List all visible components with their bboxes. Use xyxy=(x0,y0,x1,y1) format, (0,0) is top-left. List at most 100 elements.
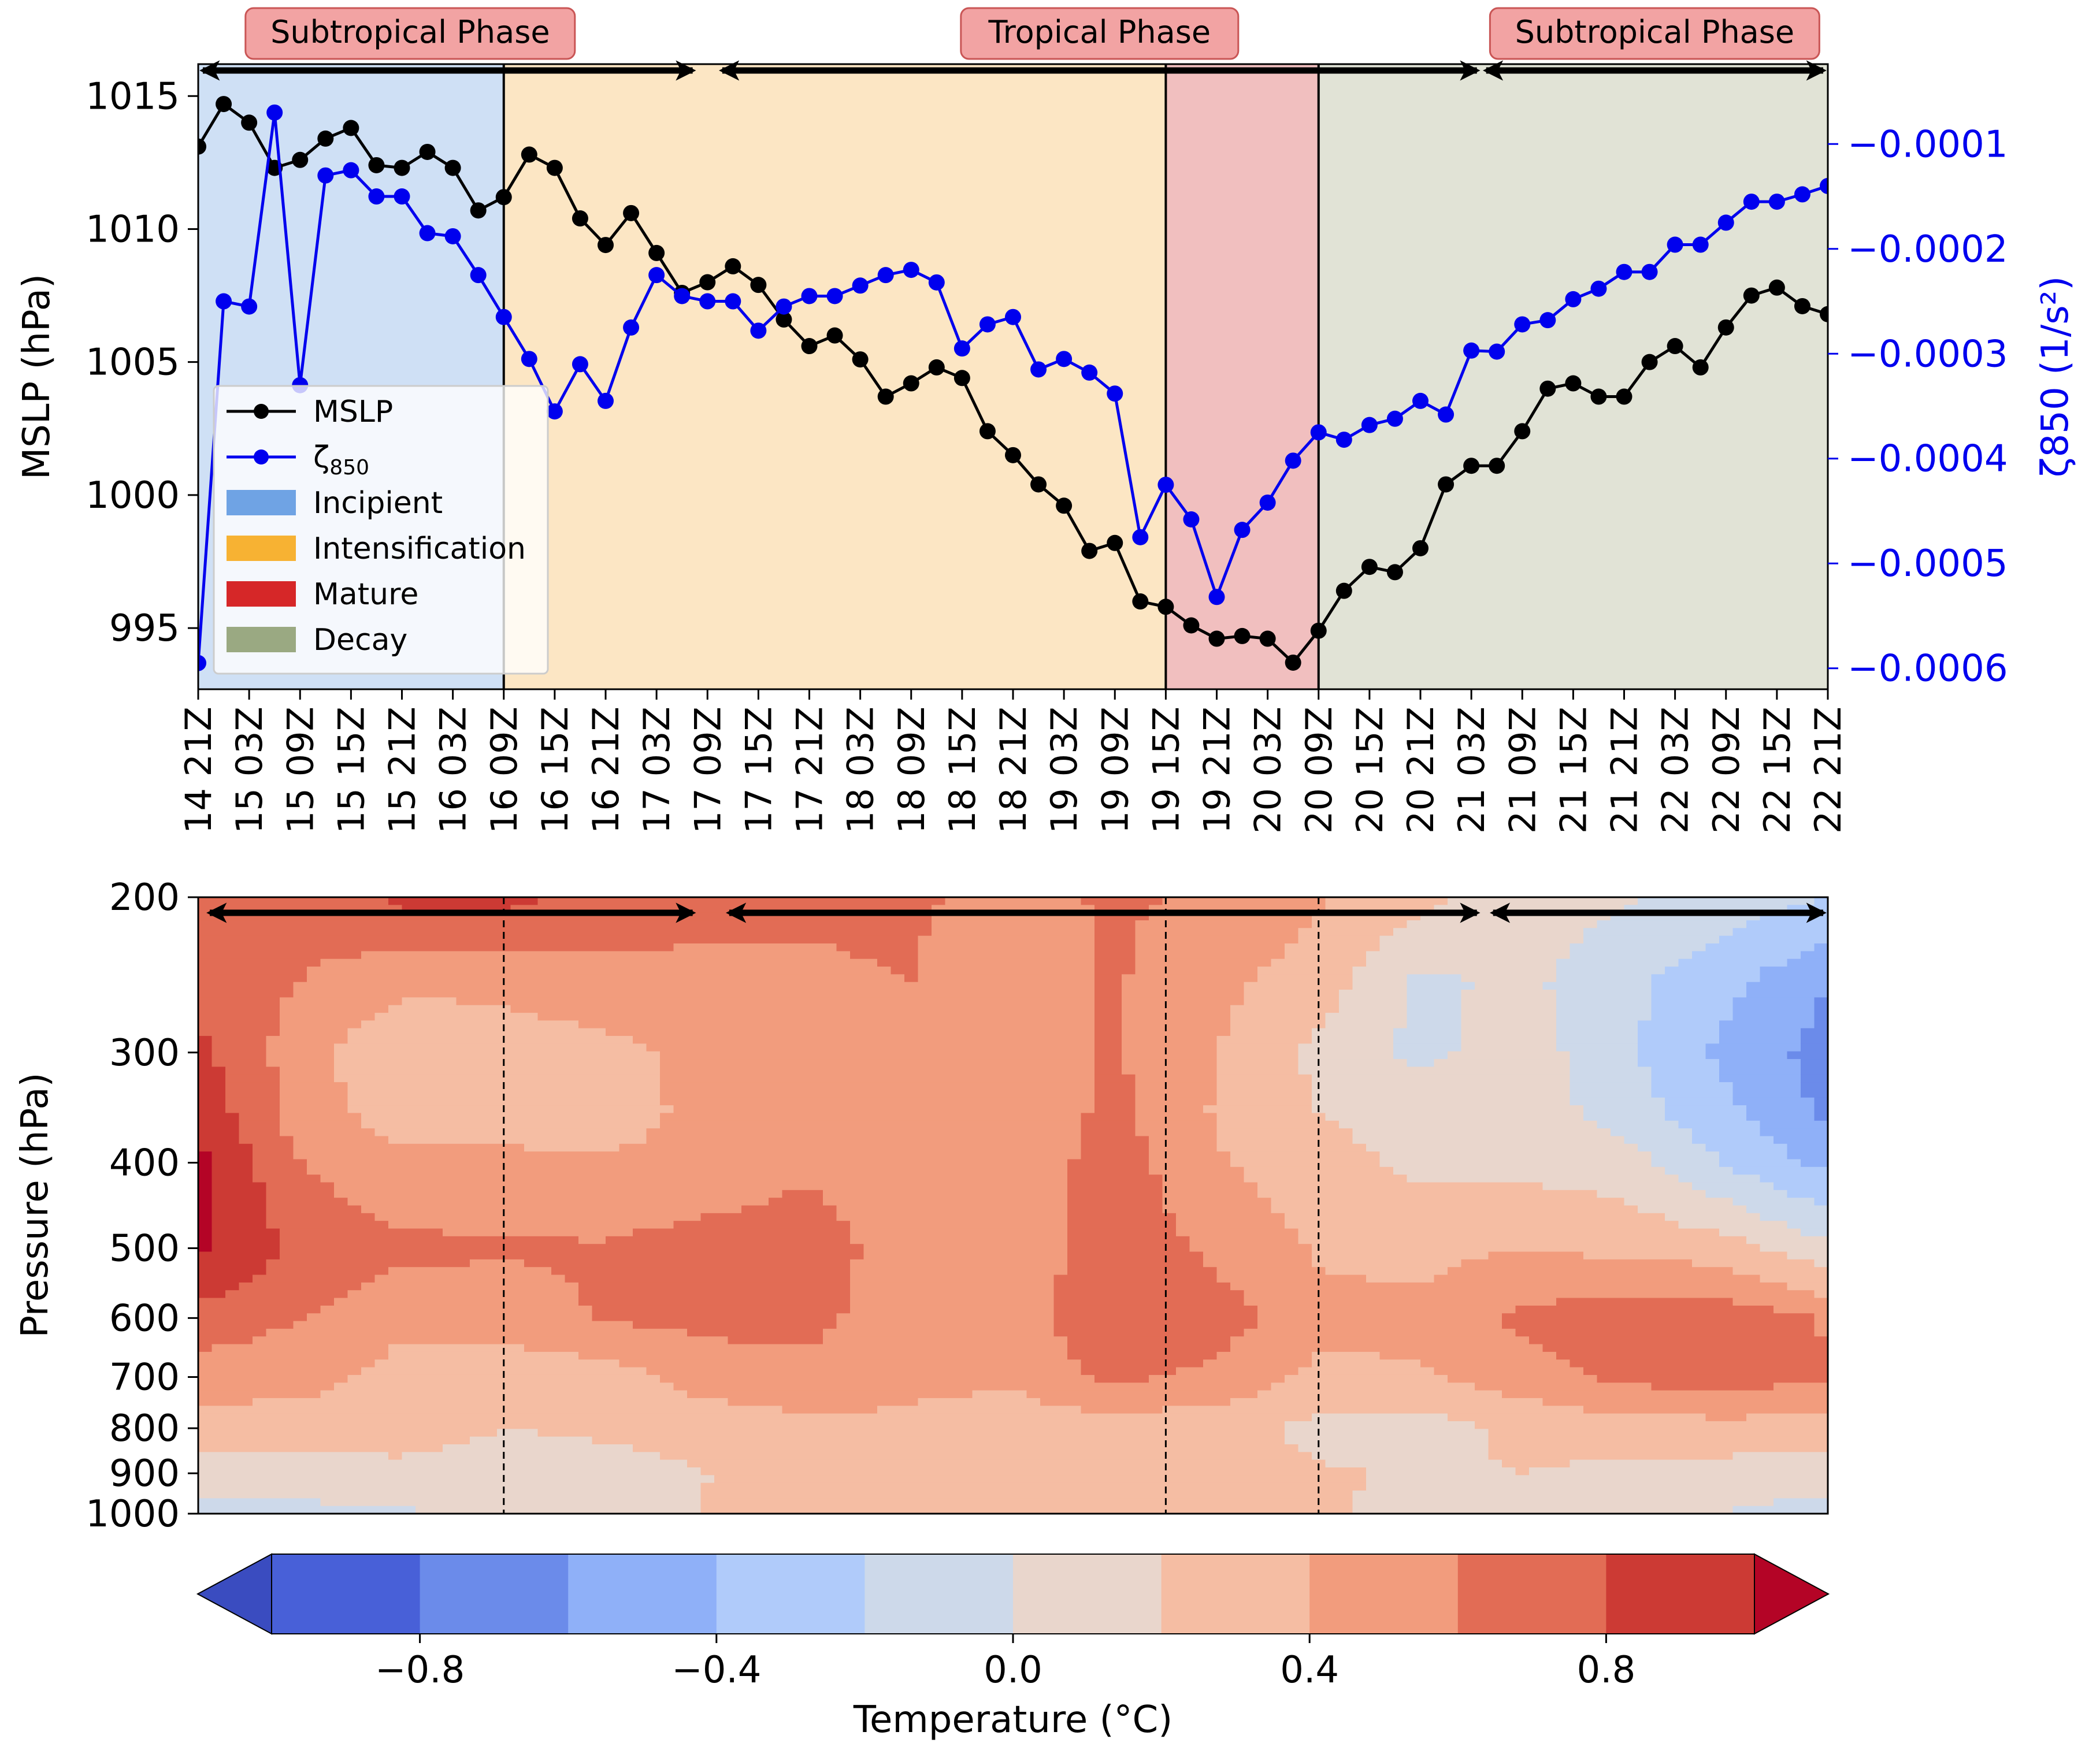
contour-cell xyxy=(660,1205,674,1214)
contour-cell xyxy=(388,1005,403,1013)
contour-cell xyxy=(592,990,606,998)
contour-cell xyxy=(809,1036,823,1045)
contour-cell xyxy=(483,1143,498,1152)
contour-cell xyxy=(877,1398,892,1407)
contour-cell xyxy=(510,958,525,967)
contour-cell xyxy=(918,1444,932,1453)
contour-cell xyxy=(280,1444,294,1453)
contour-cell xyxy=(524,1082,539,1091)
contour-cell xyxy=(891,1313,905,1322)
contour-cell xyxy=(959,1321,973,1329)
contour-cell xyxy=(361,1143,376,1152)
contour-cell xyxy=(212,1043,226,1052)
contour-cell xyxy=(606,1298,620,1306)
contour-cell xyxy=(687,1175,702,1183)
contour-cell xyxy=(347,1120,362,1129)
contour-cell xyxy=(334,967,348,975)
data-point xyxy=(979,316,996,333)
contour-cell xyxy=(592,974,606,983)
contour-cell xyxy=(578,1244,593,1253)
contour-cell xyxy=(456,1452,470,1461)
contour-cell xyxy=(198,1351,213,1361)
contour-cell xyxy=(673,1321,688,1329)
contour-cell xyxy=(918,951,932,960)
data-point xyxy=(953,370,970,387)
contour-cell xyxy=(415,1082,430,1091)
contour-cell xyxy=(402,1498,416,1507)
phase-labels: Subtropical Phase Tropical Phase Subtropic… xyxy=(244,7,1820,60)
contour-cell xyxy=(850,1482,865,1491)
contour-cell xyxy=(646,1359,661,1368)
contour-cell xyxy=(388,1351,403,1361)
contour-cell xyxy=(700,1436,715,1445)
contour-cell xyxy=(850,990,865,998)
contour-cell xyxy=(769,1413,783,1422)
contour-cell xyxy=(320,1398,335,1407)
contour-cell xyxy=(266,1128,280,1137)
contour-cell xyxy=(863,1128,878,1137)
contour-cell xyxy=(891,1066,905,1075)
data-point xyxy=(1489,343,1505,360)
contour-cell xyxy=(361,1082,376,1091)
contour-cell xyxy=(212,1490,226,1499)
contour-cell xyxy=(429,1120,443,1129)
contour-cell xyxy=(769,1321,783,1329)
contour-cell xyxy=(537,1066,552,1075)
contour-cell xyxy=(497,982,511,990)
contour-cell xyxy=(877,1066,892,1075)
contour-cell xyxy=(673,1205,688,1214)
contour-cell xyxy=(320,1059,335,1068)
contour-cell xyxy=(524,1336,539,1345)
contour-cell xyxy=(945,943,959,952)
contour-cell xyxy=(307,1490,321,1499)
contour-cell xyxy=(769,1282,783,1291)
contour-cell xyxy=(796,1452,810,1461)
time-tick-label: 20 15Z xyxy=(1349,707,1391,834)
contour-cell xyxy=(565,1390,579,1399)
contour-cell xyxy=(619,1367,633,1376)
contour-cell xyxy=(470,928,484,937)
data-point xyxy=(699,274,716,291)
contour-cell xyxy=(497,1467,511,1476)
contour-cell xyxy=(402,1344,416,1352)
contour-cell xyxy=(986,967,1000,975)
contour-cell xyxy=(578,1383,593,1391)
contour-cell xyxy=(673,997,688,1006)
contour-cell xyxy=(347,1267,362,1276)
data-point xyxy=(1768,194,1785,210)
contour-cell xyxy=(836,974,851,983)
contour-cell xyxy=(578,997,593,1006)
contour-cell xyxy=(633,920,647,929)
contour-cell xyxy=(904,1459,919,1468)
contour-cell xyxy=(945,1282,959,1291)
contour-cell xyxy=(456,1120,470,1129)
contour-cell xyxy=(863,1267,878,1276)
contour-cell xyxy=(986,1383,1000,1391)
contour-cell xyxy=(347,990,362,998)
contour-cell xyxy=(863,1498,878,1507)
contour-cell xyxy=(673,1298,688,1306)
contour-cell xyxy=(483,1359,498,1368)
contour-cell xyxy=(728,1383,742,1391)
contour-cell xyxy=(891,1305,905,1314)
contour-cell xyxy=(429,1244,443,1253)
contour-cell xyxy=(606,1452,620,1461)
contour-cell xyxy=(402,1175,416,1183)
contour-cell xyxy=(741,1105,756,1114)
contour-cell xyxy=(551,1429,566,1437)
contour-cell xyxy=(782,1374,796,1384)
contour-cell xyxy=(592,1244,606,1253)
contour-cell xyxy=(307,1205,321,1214)
contour-cell xyxy=(402,1374,416,1384)
contour-cell xyxy=(809,951,823,960)
contour-cell xyxy=(551,1136,566,1144)
contour-cell xyxy=(212,1429,226,1437)
contour-cell xyxy=(945,1298,959,1306)
contour-cell xyxy=(510,1298,525,1306)
contour-cell xyxy=(796,1166,810,1175)
contour-cell xyxy=(891,1274,905,1283)
contour-cell xyxy=(660,1120,674,1129)
contour-cell xyxy=(945,1490,959,1499)
contour-cell xyxy=(796,1482,810,1491)
contour-cell xyxy=(225,1097,240,1106)
